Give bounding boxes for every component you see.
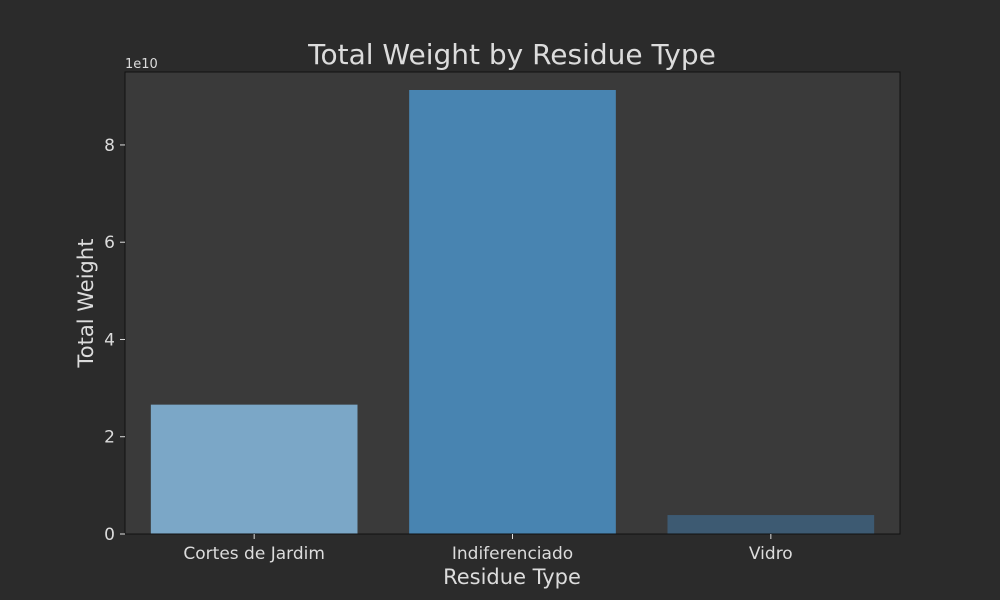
y-tick-label: 6 — [104, 233, 115, 253]
x-axis-label: Residue Type — [443, 565, 581, 589]
bar-indiferenciado — [409, 89, 616, 534]
y-tick-label: 4 — [104, 330, 115, 350]
bar-cortes-de-jardim — [150, 404, 358, 534]
chart-title: Total Weight by Residue Type — [307, 38, 716, 71]
y-tick-label: 0 — [104, 525, 115, 545]
y-offset-label: 1e10 — [125, 57, 158, 72]
y-tick-label: 8 — [104, 136, 115, 156]
x-tick-label: Vidro — [749, 544, 793, 564]
bars-group — [150, 89, 875, 534]
bar-vidro — [667, 515, 875, 534]
x-tick-label: Cortes de Jardim — [183, 544, 325, 564]
y-axis-ticks: 0 2 4 6 8 — [104, 136, 125, 545]
x-axis-ticks: Cortes de Jardim Indiferenciado Vidro — [183, 534, 793, 564]
y-tick-label: 2 — [104, 428, 115, 448]
x-tick-label: Indiferenciado — [452, 544, 573, 564]
y-axis-label: Total Weight — [74, 239, 98, 369]
